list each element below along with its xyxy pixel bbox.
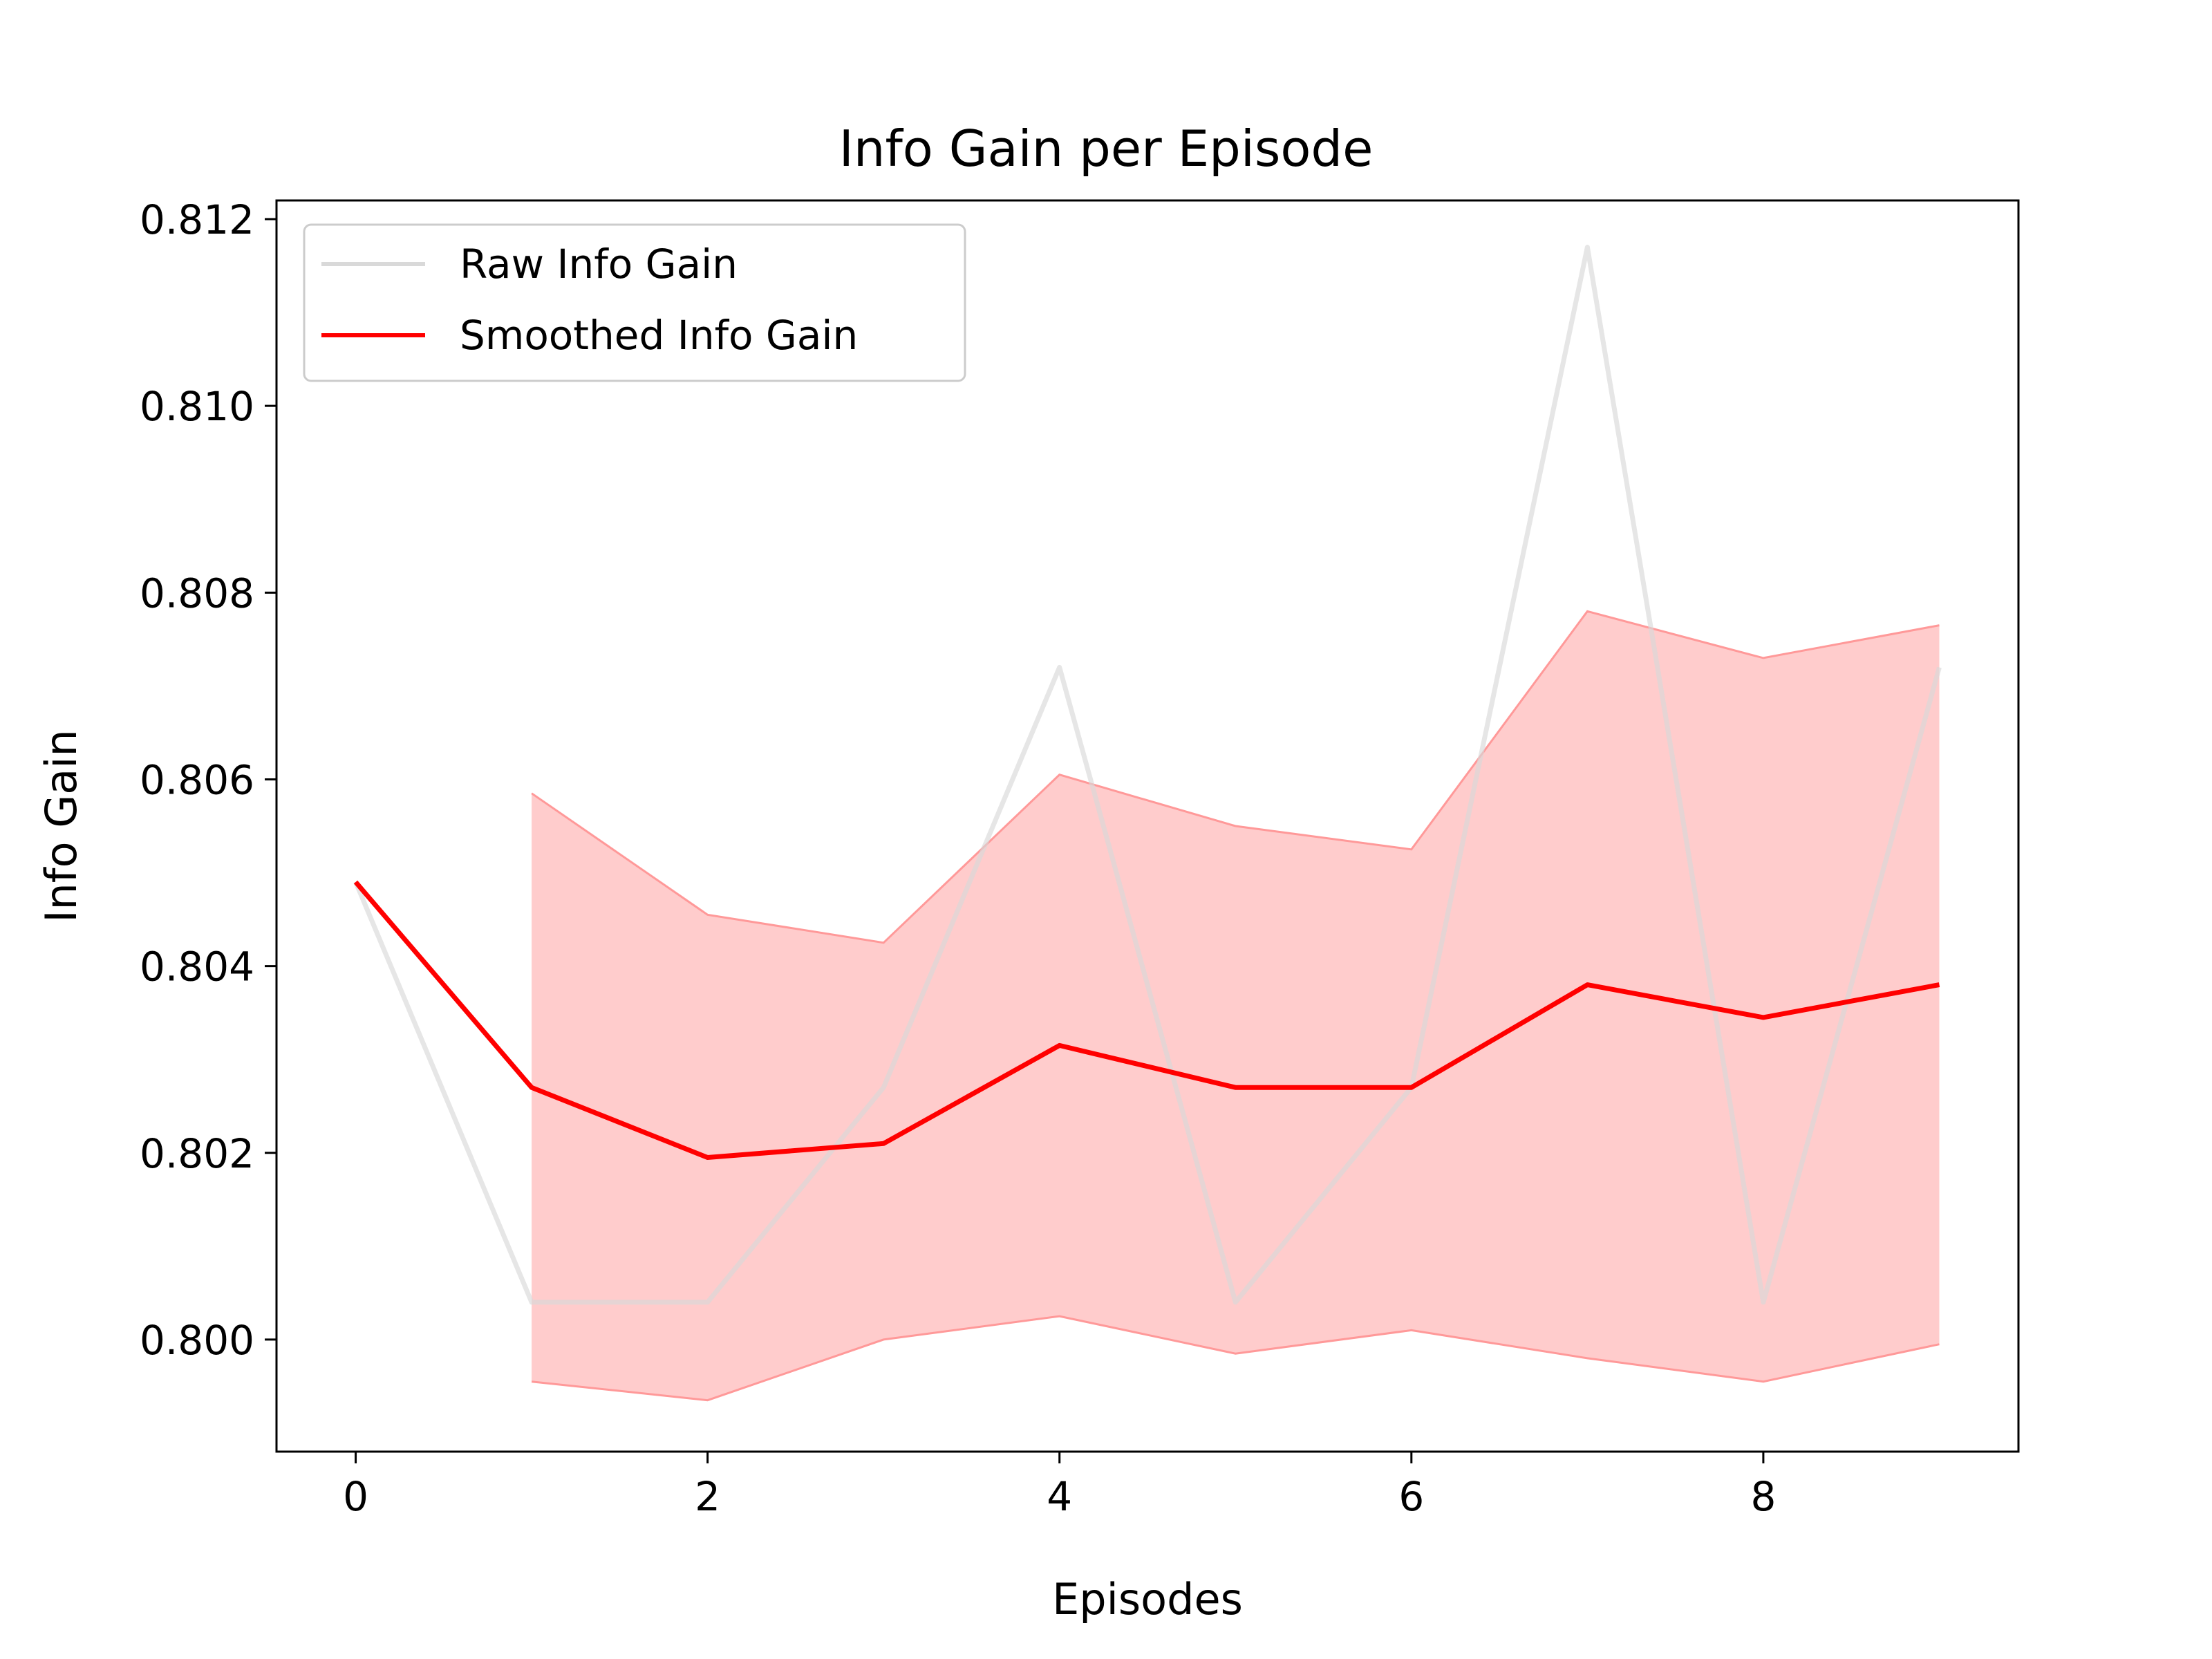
legend-label-smoothed: Smoothed Info Gain: [460, 312, 858, 359]
x-tick-label: 0: [343, 1473, 368, 1520]
x-tick-label: 8: [1750, 1473, 1776, 1520]
x-tick-label: 4: [1047, 1473, 1072, 1520]
x-tick-label: 6: [1398, 1473, 1424, 1520]
y-tick-label: 0.800: [140, 1317, 254, 1364]
legend-frame: [303, 223, 966, 382]
axis-ticks: 0 2 4 6 8 0.800 0.802 0.804 0.806 0.808 0.810 0.812: [140, 196, 1776, 1520]
confidence-band: [532, 611, 1940, 1400]
legend: Raw Info Gain Smoothed Info Gain: [303, 223, 966, 382]
legend-label-raw: Raw Info Gain: [460, 241, 738, 288]
y-tick-label: 0.812: [140, 196, 254, 243]
y-tick-label: 0.808: [140, 570, 254, 617]
y-tick-label: 0.806: [140, 756, 254, 803]
series-line-smoothed-info-gain: [353, 880, 1940, 1160]
series-line-raw-info-gain: [353, 245, 1942, 1305]
y-tick-label: 0.810: [140, 383, 254, 430]
plot-frame: [275, 199, 2020, 1453]
chart-title: Info Gain per Episode: [839, 120, 1374, 178]
y-tick-label: 0.804: [140, 944, 254, 991]
x-tick-label: 2: [695, 1473, 720, 1520]
y-tick-label: 0.802: [140, 1130, 254, 1177]
band-lower-edge: [531, 1315, 1940, 1402]
y-axis-label: Info Gain: [36, 729, 86, 923]
x-axis-label: Episodes: [1052, 1574, 1243, 1624]
plot-area: [353, 245, 1942, 1402]
band-upper-edge: [531, 610, 1940, 944]
